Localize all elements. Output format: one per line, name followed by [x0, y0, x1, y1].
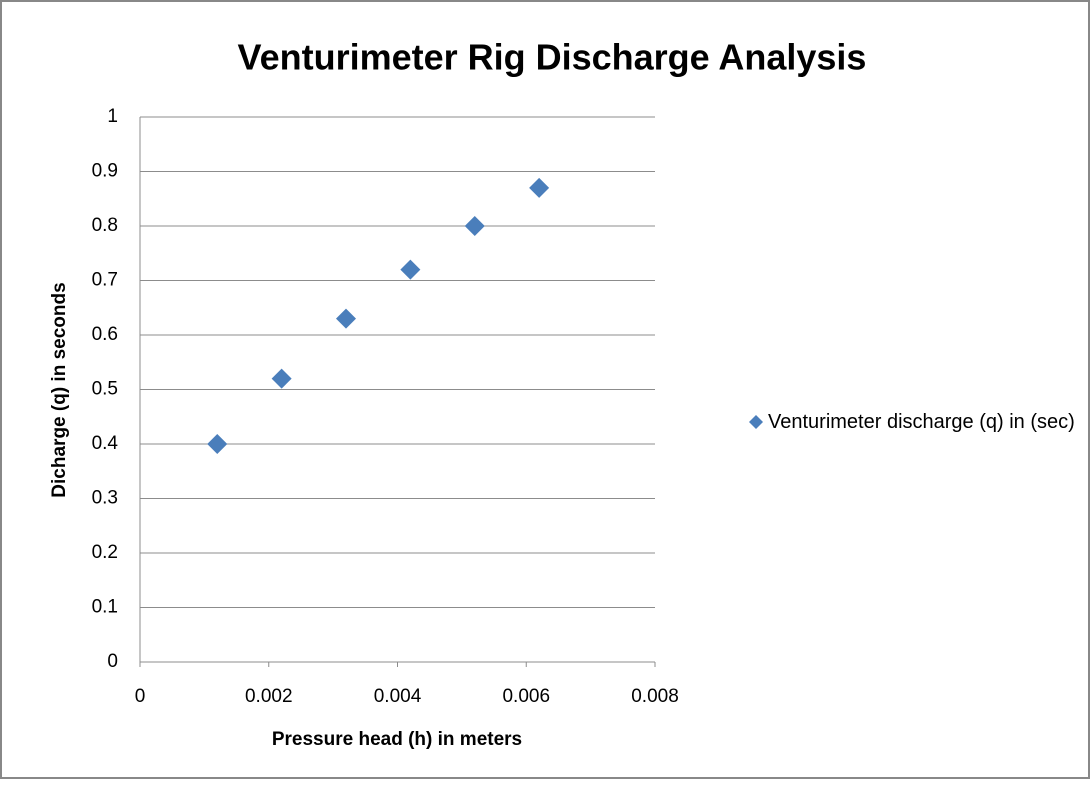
legend-marker-shape: [749, 415, 763, 429]
legend-item: Venturimeter discharge (q) in (sec): [748, 408, 1078, 436]
scatter-point: [529, 177, 550, 198]
y-tick-label: 0.2: [92, 542, 118, 563]
y-tick-label: 0.9: [92, 161, 118, 182]
y-tick-label: 0.6: [92, 324, 118, 345]
y-tick-label: 0.1: [92, 597, 118, 618]
x-tick-label: 0.008: [631, 686, 679, 707]
y-tick-label: 0.8: [92, 215, 118, 236]
y-tick-label: 0.5: [92, 379, 118, 400]
legend-label: Venturimeter discharge (q) in (sec): [768, 411, 1075, 433]
scatter-point: [400, 259, 421, 280]
x-axis-label: Pressure head (h) in meters: [272, 729, 522, 750]
x-tick-label: 0.004: [374, 686, 422, 707]
scatter-point: [464, 216, 485, 236]
y-tick-label: 0: [107, 651, 118, 672]
scatter-point: [207, 434, 228, 454]
x-tick-label: 0.002: [245, 686, 293, 707]
scatter-point: [336, 308, 356, 329]
legend-marker: [749, 415, 763, 429]
y-tick-label: 0.7: [92, 270, 118, 291]
y-tick-label: 0.3: [92, 488, 118, 509]
legend: Venturimeter discharge (q) in (sec): [748, 408, 1078, 436]
x-tick-label: 0.006: [502, 686, 550, 707]
y-tick-label: 1: [107, 106, 118, 127]
scatter-point: [271, 368, 292, 389]
y-tick-label: 0.4: [92, 433, 119, 454]
x-tick-label: 0: [135, 686, 146, 707]
chart-title: Venturimeter Rig Discharge Analysis: [238, 37, 867, 78]
y-axis-label: Dicharge (q) in seconds: [49, 282, 70, 497]
